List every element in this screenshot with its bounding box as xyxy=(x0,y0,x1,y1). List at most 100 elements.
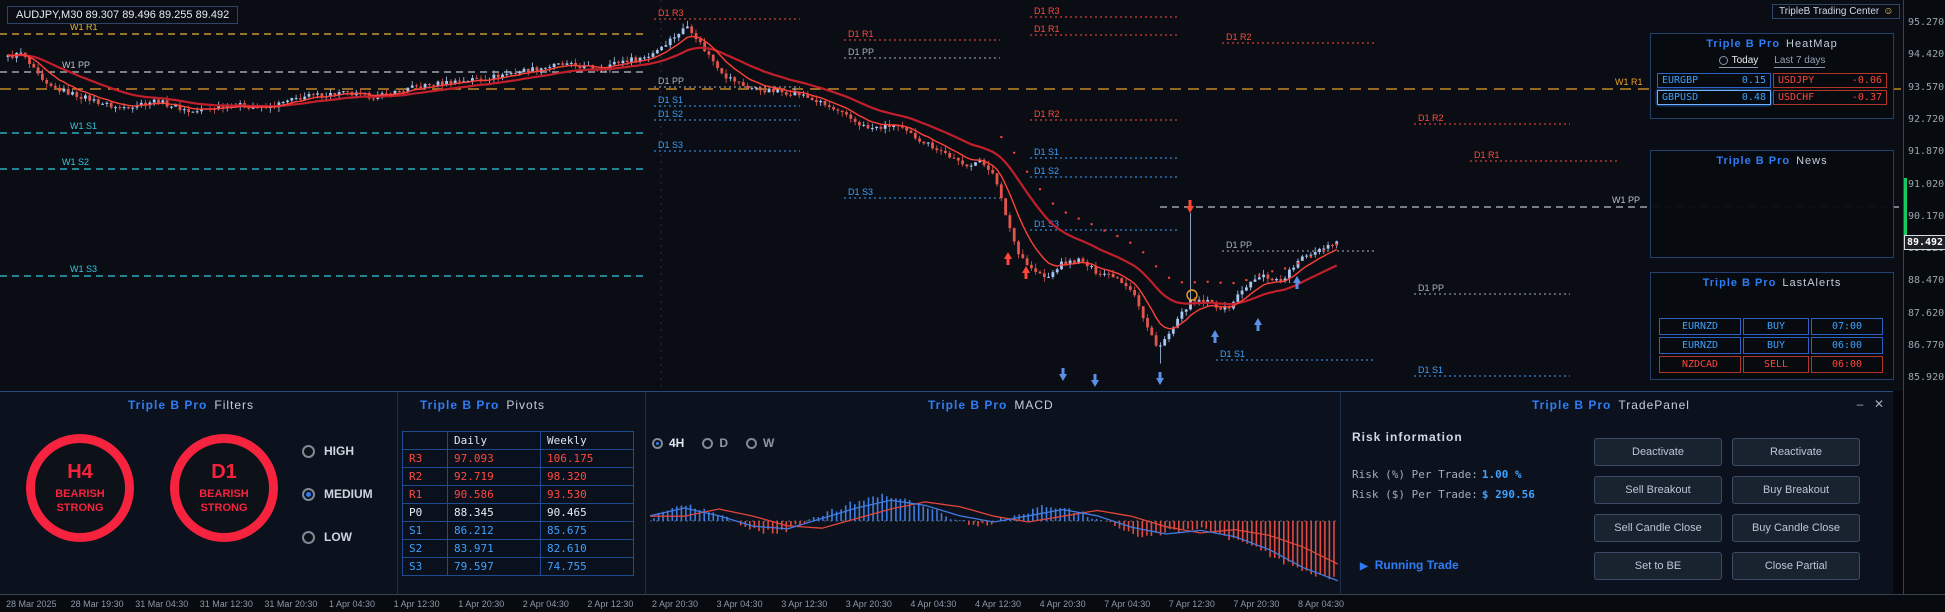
svg-text:D1 R1: D1 R1 xyxy=(1474,150,1500,160)
indicator-panel: Triple B Pro Filters Triple B Pro Pivots T… xyxy=(0,391,1893,595)
radio-icon xyxy=(652,437,663,449)
price-axis-label: 91.020 xyxy=(1908,178,1945,190)
axis-highlight-strip xyxy=(1904,178,1907,240)
time-axis-label: 1 Apr 12:30 xyxy=(393,599,440,609)
price-axis-label: 91.870 xyxy=(1908,146,1945,158)
heatmap-panel-title: Triple B Pro HeatMap xyxy=(1706,38,1838,50)
price-axis-label: 93.570 xyxy=(1908,81,1945,93)
divider xyxy=(1340,392,1341,595)
time-axis-label: 8 Apr 04:30 xyxy=(1298,599,1345,609)
price-chart[interactable]: W1 R1 W1 PP W1 S1 W1 S2 W1 S3 W1 R1 W1 PP D1 R3… xyxy=(0,0,1903,391)
button-reactivate[interactable]: Reactivate xyxy=(1732,438,1860,466)
svg-text:D1 S2: D1 S2 xyxy=(658,109,683,119)
pivots-table: Daily Weekly R3 97.093 106.175 R2 92.719 98.320… xyxy=(402,431,634,576)
price-axis-label: 92.720 xyxy=(1908,113,1945,125)
svg-text:W1 S1: W1 S1 xyxy=(70,121,97,131)
risk-information-title: Risk information xyxy=(1352,430,1463,444)
button-set-to-be[interactable]: Set to BE xyxy=(1594,552,1722,580)
tradepanel-section-title: Triple B Pro TradePanel xyxy=(1532,398,1690,412)
tab-today[interactable]: Today xyxy=(1718,55,1759,68)
alert-cell-action: BUY xyxy=(1743,337,1809,354)
tab-last-7-days[interactable]: Last 7 days xyxy=(1774,55,1826,68)
heatmap-cell-usdchf[interactable]: USDCHF -0.37 xyxy=(1773,90,1887,105)
minimize-button[interactable]: – xyxy=(1856,397,1864,411)
pivot-header-row: Daily Weekly xyxy=(402,431,634,450)
tradepanel-buttons: Deactivate Reactivate Sell Breakout Buy Bre… xyxy=(1594,438,1860,580)
macd-timeframe-radios: 4H D W xyxy=(652,436,774,450)
heatmap-tabs: Today Last 7 days xyxy=(1651,55,1893,68)
time-axis-label: 7 Apr 04:30 xyxy=(1104,599,1151,609)
alert-cell-time: 06:00 xyxy=(1811,356,1883,373)
price-axis-label: 85.920 xyxy=(1908,372,1945,384)
svg-text:D1 PP: D1 PP xyxy=(1418,283,1444,293)
risk-percent-line: Risk (%) Per Trade: 1.00 % xyxy=(1352,468,1522,481)
button-deactivate[interactable]: Deactivate xyxy=(1594,438,1722,466)
heatmap-cell-eurgbp[interactable]: EURGBP 0.15 xyxy=(1657,73,1771,88)
time-axis-label: 31 Mar 20:30 xyxy=(264,599,318,609)
alert-cell-symbol: EURNZD xyxy=(1659,318,1741,335)
svg-text:D1 R3: D1 R3 xyxy=(1034,6,1060,16)
svg-text:W1 R1: W1 R1 xyxy=(70,22,98,32)
macd-tf-d[interactable]: D xyxy=(702,436,728,450)
price-axis-label: 90.170 xyxy=(1908,210,1945,222)
pivot-row-r1: R1 90.586 93.530 xyxy=(402,485,634,504)
time-axis-label: 3 Apr 12:30 xyxy=(781,599,828,609)
button-close-partial[interactable]: Close Partial xyxy=(1732,552,1860,580)
time-axis-label: 3 Apr 20:30 xyxy=(845,599,892,609)
radio-low[interactable]: LOW xyxy=(302,530,352,544)
radio-high[interactable]: HIGH xyxy=(302,444,354,458)
column-daily: Daily xyxy=(447,431,541,450)
price-axis[interactable]: 89.492 95.270 94.420 93.570 92.720 91.870 91.… xyxy=(1903,0,1945,594)
news-panel: Triple B Pro News xyxy=(1650,150,1894,258)
svg-text:D1 PP: D1 PP xyxy=(848,47,874,57)
radio-label: 4H xyxy=(669,436,685,450)
button-sell-breakout[interactable]: Sell Breakout xyxy=(1594,476,1722,504)
brand-box: TripleB Trading Center ☺ xyxy=(1772,4,1901,19)
lastalerts-panel-title: Triple B Pro LastAlerts xyxy=(1702,277,1842,289)
radio-icon xyxy=(702,437,714,449)
gauge-d1: D1 BEARISH STRONG xyxy=(170,434,278,542)
time-axis-label: 2 Apr 04:30 xyxy=(522,599,569,609)
heatmap-cell-usdjpy[interactable]: USDJPY -0.06 xyxy=(1773,73,1887,88)
alert-cell-action: SELL xyxy=(1743,356,1809,373)
button-sell-candle-close[interactable]: Sell Candle Close xyxy=(1594,514,1722,542)
price-axis-label: 94.420 xyxy=(1908,49,1945,61)
alert-cell-symbol: EURNZD xyxy=(1659,337,1741,354)
macd-section-title: Triple B Pro MACD xyxy=(928,398,1054,412)
macd-tf-w[interactable]: W xyxy=(746,436,774,450)
radio-icon xyxy=(302,530,315,544)
risk-dollar-line: Risk ($) Per Trade: $ 290.56 xyxy=(1352,488,1535,501)
radio-label: HIGH xyxy=(324,444,354,458)
price-axis-label: 95.270 xyxy=(1908,17,1945,28)
running-trade-link[interactable]: ▶ Running Trade xyxy=(1360,558,1459,572)
button-buy-candle-close[interactable]: Buy Candle Close xyxy=(1732,514,1860,542)
heatmap-cell-gbpusd[interactable]: GBPUSD 0.48 xyxy=(1657,90,1771,105)
alert-cell-time: 07:00 xyxy=(1811,318,1883,335)
heatmap-panel: Triple B Pro HeatMap Today Last 7 days EU… xyxy=(1650,33,1894,119)
pivot-row-r2: R2 92.719 98.320 xyxy=(402,467,634,486)
pivot-row-s1: S1 86.212 85.675 xyxy=(402,521,634,540)
time-axis[interactable]: 28 Mar 2025 28 Mar 19:30 31 Mar 04:30 31 Ma… xyxy=(0,594,1945,612)
time-axis-label: 28 Mar 2025 xyxy=(6,599,57,609)
svg-text:D1 R3: D1 R3 xyxy=(658,8,684,18)
svg-text:D1 S3: D1 S3 xyxy=(658,140,683,150)
chart-area[interactable]: W1 R1 W1 PP W1 S1 W1 S2 W1 S3 W1 R1 W1 PP D1 R3… xyxy=(0,0,1903,391)
button-buy-breakout[interactable]: Buy Breakout xyxy=(1732,476,1860,504)
today-radio-icon xyxy=(1718,56,1728,65)
current-price-tag: 89.492 xyxy=(1904,234,1945,250)
macd-tf-4h[interactable]: 4H xyxy=(652,436,684,450)
time-axis-label: 2 Apr 12:30 xyxy=(587,599,634,609)
smiley-icon: ☺ xyxy=(1883,6,1894,17)
radio-medium[interactable]: MEDIUM xyxy=(302,487,373,501)
pair-value: -0.37 xyxy=(1851,92,1882,103)
radio-label: MEDIUM xyxy=(324,487,373,501)
close-button[interactable]: ✕ xyxy=(1873,397,1885,411)
price-axis-label: 88.470 xyxy=(1908,275,1945,287)
svg-text:D1 S2: D1 S2 xyxy=(1034,166,1059,176)
radio-icon xyxy=(746,437,758,449)
alert-cell-symbol: NZDCAD xyxy=(1659,356,1741,373)
macd-chart[interactable] xyxy=(650,453,1338,589)
pair-label: GBPUSD xyxy=(1662,92,1699,103)
time-axis-label: 4 Apr 12:30 xyxy=(975,599,1022,609)
